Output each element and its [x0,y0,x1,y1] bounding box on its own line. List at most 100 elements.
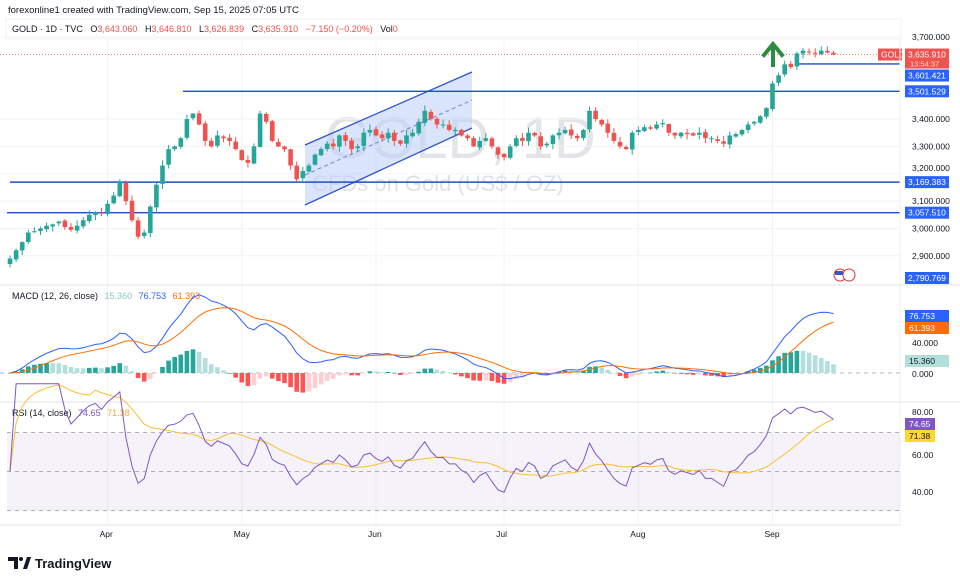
candle-body [227,137,232,141]
macd-histogram-bar [831,364,836,373]
level-tag-text: 3,501.529 [908,86,946,96]
macd-histogram-bar [270,373,275,379]
candle-body [611,132,617,141]
macd-histogram-bar [819,357,824,373]
macd-histogram-bar [294,373,299,392]
candle-body [245,159,251,163]
candle-body [404,135,409,144]
candle-body [806,51,812,53]
symbol-label: GOLD · 1D · TVC [12,24,83,34]
candle-body [379,134,385,139]
macd-histogram-bar [367,371,373,373]
macd-histogram-bar [263,373,269,377]
candle-body [416,121,421,134]
macd-histogram-bar [446,372,452,374]
macd-histogram-bar [825,361,830,373]
candle-body [544,143,550,146]
candle-body [93,212,98,216]
macd-histogram-bar [74,368,80,373]
macd-histogram-bar [758,367,763,373]
candle-body [812,52,818,54]
macd-histogram-bar [465,373,470,379]
price-axis[interactable]: 3,700.000 3,400.000 3,300.000 3,200.000 3,10… [878,32,950,284]
us-flag-icon[interactable] [833,268,856,282]
high-value: 3,646.810 [151,24,191,34]
candle-body [739,129,745,135]
macd-histogram-bar [184,350,190,373]
macd-legend: MACD (12, 26, close) 15.360 76.753 61.39… [12,291,200,301]
macd-hist-tag-text: 15.360 [909,356,935,366]
candle-body [629,132,635,150]
macd-histogram-bar [721,373,726,378]
channel-upper-line[interactable] [304,71,473,146]
tradingview-logo[interactable]: TradingView [8,556,112,571]
time-tick: Jul [496,529,507,539]
macd-histogram-bar [404,373,409,375]
horizontal-levels[interactable] [0,54,900,214]
rsi-title: RSI (14, close) [12,408,72,418]
candle-body [74,225,80,231]
macd-histogram-bar [629,373,635,377]
candle-body [209,140,214,147]
macd-histogram-bar [68,367,74,373]
candle-body [233,141,238,150]
candle-body [776,75,781,83]
macd-histogram-bar [385,371,391,373]
candle-body [526,132,531,142]
candle-body [355,146,360,149]
candle-body [764,108,769,117]
rsi-tick: 80.00 [912,407,934,417]
macd-histogram-bar [306,373,312,392]
macd-histogram-bar [800,350,806,373]
macd-histogram-bar [660,370,665,373]
candle-body [56,221,62,224]
up-arrow-icon[interactable] [761,40,785,67]
macd-histogram-bar [56,363,62,373]
macd-histogram-bar [154,373,159,374]
candle-body [605,123,611,133]
macd-line-value: 76.753 [139,291,167,301]
candle-body [13,250,19,260]
macd-histogram-bar [221,370,226,373]
candle-body [135,220,141,237]
macd-histogram-bar [623,373,629,379]
candle-body [690,133,696,136]
macd-histogram-bar [276,373,281,382]
macd-histogram-bar [538,373,543,375]
macd-histogram-bar [593,366,598,373]
macd-histogram-bar [703,373,708,376]
channel-lower-line[interactable] [304,127,473,206]
candle-body [80,220,86,227]
candle-body [62,220,68,228]
countdown-text: 13:54:37 [910,60,939,69]
macd-pane [0,294,900,393]
candle-body [489,138,495,147]
candle-body [385,132,391,139]
candle-body [178,138,184,147]
macd-histogram-bar [428,368,434,373]
candle-body [794,53,800,67]
candle-body [87,214,92,222]
candle-body [446,124,452,130]
attribution-text: forexonline1 created with TradingView.co… [8,5,299,16]
candle-body [684,132,690,135]
macd-line-tag-text: 76.753 [909,311,935,321]
high-label: H [145,24,152,34]
candle-body [270,121,275,141]
time-axis[interactable]: Apr May Jun Jul Aug Sep [100,529,780,539]
macd-histogram-bar [239,373,245,383]
candle-body [623,146,629,150]
candle-body [318,149,324,156]
macd-histogram-bar [32,364,37,373]
candle-body [800,50,806,54]
macd-line [9,294,834,380]
low-value: 3,626.839 [204,24,244,34]
candle-body [282,146,287,150]
candle-body [507,146,513,158]
macd-histogram-bar [245,373,251,386]
candle-body [562,129,568,134]
candle-body [575,135,580,139]
candle-body [19,242,25,251]
macd-histogram-bar [50,363,55,373]
